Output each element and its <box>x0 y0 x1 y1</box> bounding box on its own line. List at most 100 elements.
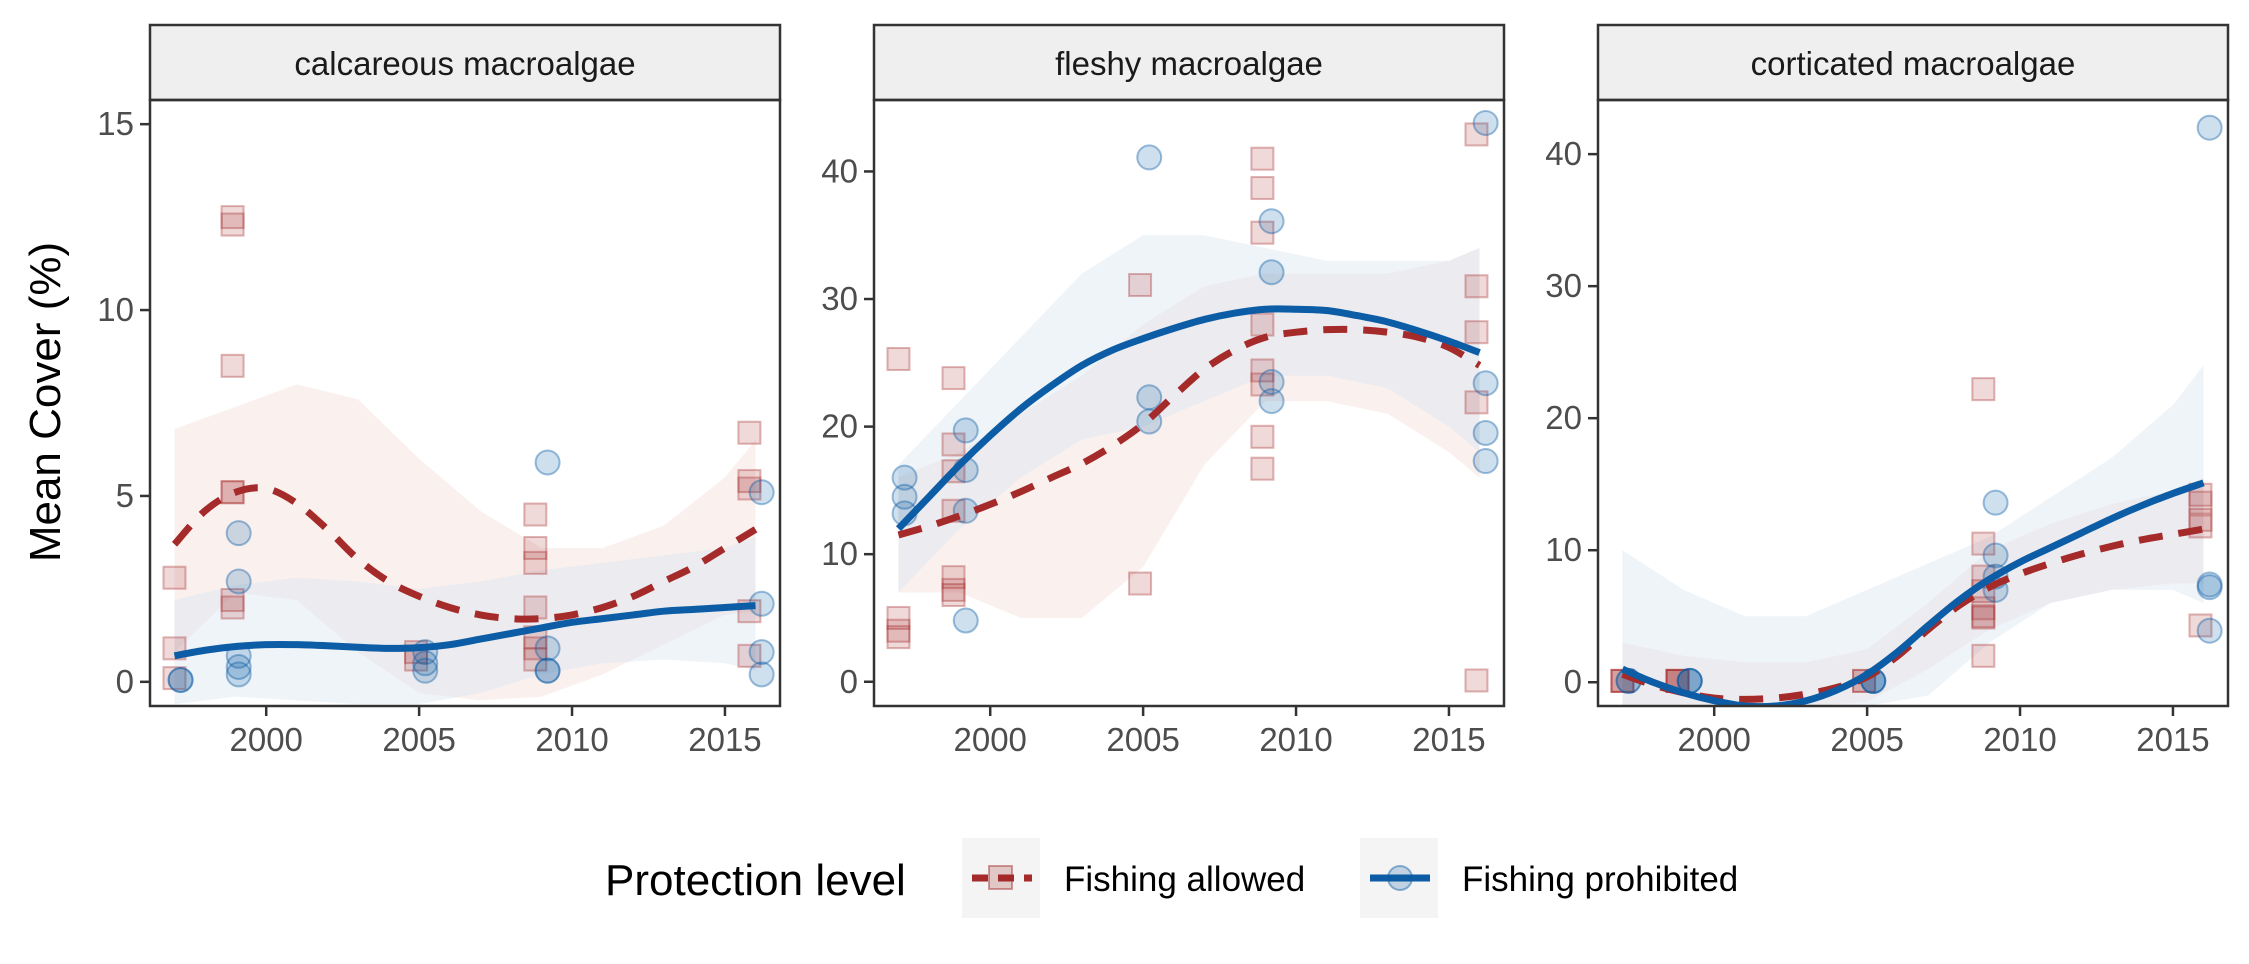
confidence-band-fishing-prohibited <box>898 235 1480 593</box>
data-point-square <box>941 565 966 590</box>
data-point-circle <box>1258 388 1285 415</box>
data-point-square <box>2188 490 2213 515</box>
data-point-square <box>1250 372 1275 397</box>
panel-fleshy-macroalgae: fleshy macroalgae 0 10 20 30 40 2000 2005 2010 20… <box>821 23 1506 758</box>
confidence-band-fishing-allowed <box>174 384 756 701</box>
y-tick-label: 30 <box>821 280 858 317</box>
y-tick-label: 15 <box>97 105 134 142</box>
data-point-square <box>737 420 762 445</box>
smooth-line-fishing-prohibited <box>895 305 1481 532</box>
legend-title: Protection level <box>605 856 906 905</box>
data-point-square <box>162 565 187 590</box>
y-tick-label: 10 <box>1545 531 1582 568</box>
data-point-circle <box>2196 617 2223 644</box>
data-point-square <box>886 618 911 643</box>
panel-border <box>1596 98 2230 708</box>
y-axis-title: Mean Cover (%) <box>21 242 70 562</box>
data-point-circle <box>1258 208 1285 235</box>
data-point-circle <box>1472 109 1499 136</box>
y-tick-label: 0 <box>116 663 134 700</box>
panel-title: corticated macroalgae <box>1751 45 2076 82</box>
legend-label-fishing-prohibited: Fishing prohibited <box>1462 860 1738 899</box>
data-point-circle <box>534 657 561 684</box>
data-point-square <box>1971 605 1996 630</box>
data-point-square <box>1971 596 1996 621</box>
data-point-square <box>941 432 966 457</box>
y-tick-label: 10 <box>97 291 134 328</box>
data-point-circle <box>1472 370 1499 397</box>
panel-title: fleshy macroalgae <box>1055 45 1323 82</box>
data-point-square <box>220 212 245 237</box>
panel-title: calcareous macroalgae <box>294 45 635 82</box>
data-point-square <box>1971 377 1996 402</box>
y-tick-label: 30 <box>1545 267 1582 304</box>
confidence-band-fishing-prohibited <box>174 536 756 705</box>
y-tick-label: 20 <box>821 408 858 445</box>
data-point-square <box>523 647 548 672</box>
data-point-circle <box>225 520 252 547</box>
data-point-circle <box>1472 448 1499 475</box>
data-point-circle <box>748 639 775 666</box>
data-point-circle <box>534 449 561 476</box>
data-point-circle <box>412 657 439 684</box>
data-point-circle <box>534 657 561 684</box>
legend-item-fishing-prohibited: Fishing prohibited <box>1360 838 1738 918</box>
data-point-square <box>1464 274 1489 299</box>
smooth-line-fishing-prohibited <box>173 602 756 660</box>
panel-strip <box>148 23 782 102</box>
data-point-square <box>2188 613 2213 638</box>
data-point-square <box>886 346 911 371</box>
panel-corticated-macroalgae: corticated macroalgae 0 10 20 30 40 2000 2005 20… <box>1545 23 2230 758</box>
data-point-circle <box>225 568 252 595</box>
data-point-square <box>220 353 245 378</box>
smooth-line-fishing-prohibited <box>1621 479 2205 706</box>
data-point-square <box>523 502 548 527</box>
plot-area <box>886 109 1499 693</box>
plot-area <box>1610 114 2223 706</box>
y-tick-label: 0 <box>1564 663 1582 700</box>
panel-border <box>148 98 782 708</box>
data-point-square <box>737 476 762 501</box>
confidence-band-fishing-prohibited <box>1622 365 2204 706</box>
data-point-square <box>737 643 762 668</box>
data-point-circle <box>952 417 979 444</box>
data-point-circle <box>2196 571 2223 598</box>
data-point-square <box>1250 456 1275 481</box>
data-point-square <box>220 205 245 230</box>
x-tick-label: 2010 <box>1983 721 2056 758</box>
data-point-circle <box>1258 368 1285 395</box>
data-point-square <box>523 636 548 661</box>
data-point-circle <box>534 635 561 662</box>
data-point-square <box>220 588 245 613</box>
data-point-circle <box>1136 384 1163 411</box>
y-tick-label: 10 <box>821 535 858 572</box>
data-point-square <box>1464 320 1489 345</box>
data-point-square <box>941 577 966 602</box>
data-point-square <box>1971 643 1996 668</box>
data-point-circle <box>748 661 775 688</box>
y-tick-label: 40 <box>1545 135 1582 172</box>
data-point-square <box>1128 272 1153 297</box>
confidence-band-fishing-allowed <box>898 247 1480 618</box>
data-point-square <box>941 366 966 391</box>
data-point-square <box>220 595 245 620</box>
data-point-circle <box>1982 542 2009 569</box>
legend-marker-square <box>988 865 1013 890</box>
data-point-circle <box>748 479 775 506</box>
x-tick-label: 2005 <box>1106 721 1179 758</box>
data-point-square <box>737 469 762 494</box>
data-point-circle <box>2196 574 2223 601</box>
data-point-circle <box>952 607 979 634</box>
plot-area <box>162 205 775 705</box>
data-point-square <box>1250 176 1275 201</box>
panel-border <box>872 98 1506 708</box>
x-tick-label: 2005 <box>382 721 455 758</box>
data-point-circle <box>412 650 439 677</box>
x-tick-label: 2000 <box>230 721 303 758</box>
data-point-circle <box>2196 114 2223 141</box>
smooth-line-fishing-allowed <box>897 325 1482 539</box>
x-tick-label: 2010 <box>1259 721 1332 758</box>
data-point-circle <box>891 464 918 491</box>
data-point-circle <box>1258 259 1285 286</box>
